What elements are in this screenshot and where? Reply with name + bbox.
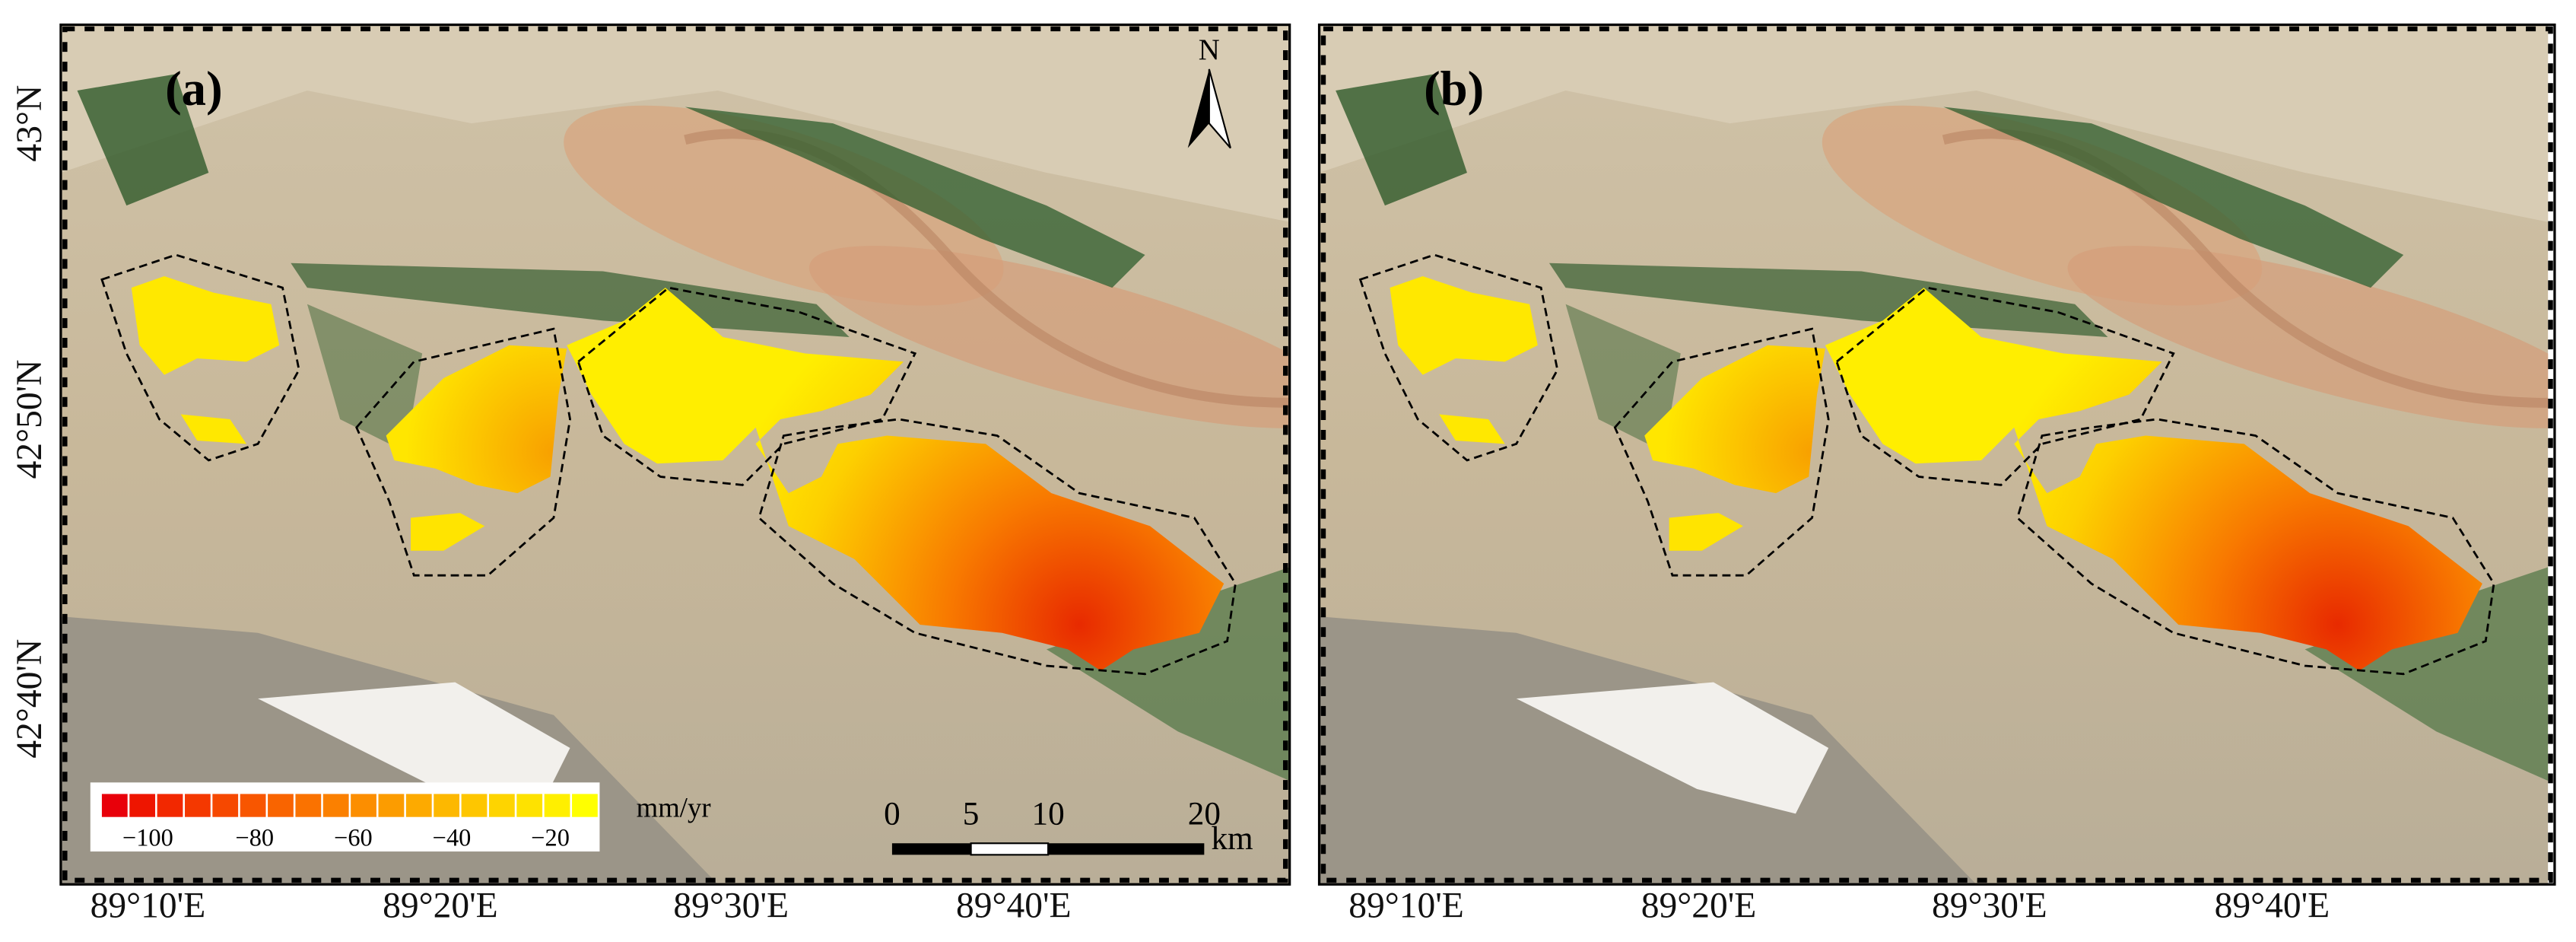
colorbar-swatch <box>129 794 156 817</box>
colorbar-swatch <box>157 794 183 817</box>
scale-label: 5 <box>963 797 980 832</box>
frame <box>1317 23 2556 886</box>
colorbar-swatch <box>488 794 515 817</box>
latitude-label: 42°40'N <box>10 639 49 759</box>
longitude-label: 89°20'E <box>1641 886 1757 926</box>
longitude-label: 89°10'E <box>91 886 206 926</box>
axis-labels: 43°N 42°50'N 42°40'N 89°10'E 89°20'E 89°30'E 8… <box>10 85 2330 926</box>
panel-b: (b) <box>1320 25 2576 885</box>
colorbar-swatch <box>322 794 349 817</box>
colorbar-unit: mm/yr <box>637 791 711 823</box>
colorbar-swatch <box>461 794 488 817</box>
scale-unit: km <box>1211 821 1253 857</box>
scale-bar: km 0 5 10 20 <box>884 797 1253 857</box>
longitude-label: 89°40'E <box>2215 886 2330 926</box>
scale-label: 0 <box>884 797 900 832</box>
panel-a: (a) N mm/yr −100 −80 −60 −40 −20 km 0 5 10 20 <box>61 25 1364 885</box>
north-label: N <box>1199 33 1220 66</box>
scale-label: 10 <box>1032 797 1065 832</box>
colorbar-swatch <box>544 794 570 817</box>
colorbar-tick-label: −20 <box>531 824 570 851</box>
longitude-label: 89°30'E <box>1932 886 2047 926</box>
latitude-label: 43°N <box>10 85 49 162</box>
colorbar-swatch <box>295 794 322 817</box>
frame <box>59 23 1291 886</box>
colorbar-tick-label: −80 <box>235 824 274 851</box>
colorbar: mm/yr −100 −80 −60 −40 −20 <box>90 782 711 851</box>
scale-label: 20 <box>1188 797 1221 832</box>
panel-label: (b) <box>1424 62 1484 116</box>
frame-ticks <box>1320 26 2553 883</box>
longitude-label: 89°10'E <box>1348 886 1464 926</box>
colorbar-swatch <box>185 794 211 817</box>
colorbar-swatch <box>378 794 405 817</box>
colorbar-swatch <box>405 794 432 817</box>
colorbar-swatch <box>212 794 239 817</box>
latitude-label: 42°50'N <box>10 359 49 479</box>
colorbar-swatch <box>516 794 543 817</box>
north-arrow: N <box>1187 33 1231 149</box>
colorbar-swatch <box>351 794 376 817</box>
colorbar-swatch <box>101 794 128 817</box>
colorbar-tick-label: −40 <box>433 824 472 851</box>
colorbar-swatch <box>240 794 266 817</box>
frame-ticks <box>62 26 1288 883</box>
colorbar-swatch <box>268 794 294 817</box>
colorbar-tick-label: −100 <box>122 824 173 851</box>
longitude-label: 89°40'E <box>956 886 1072 926</box>
colorbar-swatch <box>572 794 598 817</box>
longitude-label: 89°20'E <box>383 886 498 926</box>
colorbar-tick-label: −60 <box>334 824 373 851</box>
longitude-label: 89°30'E <box>673 886 789 926</box>
colorbar-swatch <box>434 794 460 817</box>
panel-label: (a) <box>165 62 223 116</box>
